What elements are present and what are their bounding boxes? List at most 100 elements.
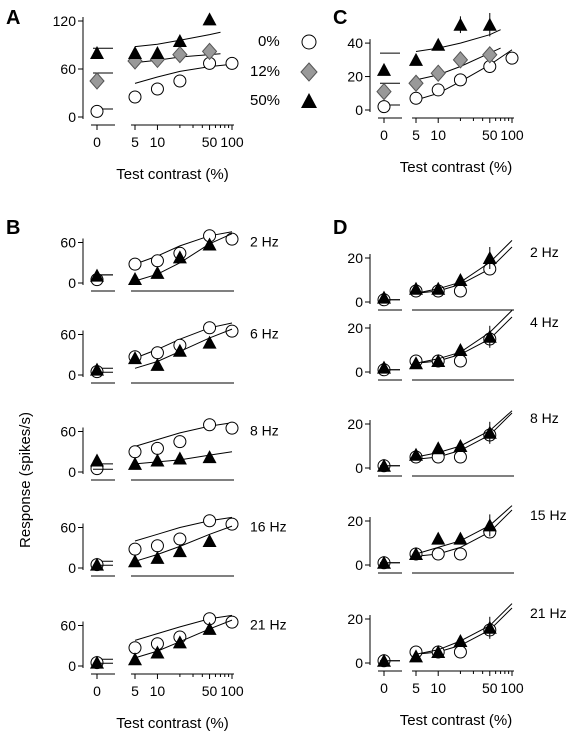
fit-curve-series-0pct [134, 422, 233, 447]
data-point-triangle [409, 52, 423, 66]
data-point-triangle [377, 458, 391, 472]
data-point-circle [128, 257, 142, 271]
data-point-triangle [202, 237, 217, 251]
x-axis-title: Test contrast (%) [116, 166, 229, 183]
data-point-circle [203, 514, 217, 528]
data-point-circle [453, 284, 467, 298]
data-point-triangle [431, 37, 446, 51]
data-point-circle [453, 354, 467, 368]
legend-marker-triangle [301, 93, 317, 108]
data-point-triangle [482, 251, 497, 264]
x-tick-label: 50 [482, 680, 498, 696]
x-tick-label: 0 [93, 683, 101, 699]
x-tick-label: 100 [220, 134, 244, 150]
data-point-triangle [202, 335, 217, 349]
x-tick-label: 5 [131, 134, 139, 150]
frequency-label: 21 Hz [250, 616, 287, 632]
legend-label-50: 50% [250, 92, 280, 109]
data-point-triangle [150, 550, 165, 564]
data-point-circle [128, 445, 142, 459]
x-tick-label: 50 [202, 683, 218, 699]
data-point-triangle [90, 268, 104, 282]
y-tick-label: 60 [60, 327, 76, 343]
data-point-triangle [150, 46, 165, 59]
data-point-triangle [202, 534, 217, 547]
legend: 0% 12% 50% [250, 33, 318, 109]
data-point-triangle [482, 518, 497, 532]
x-tick-label: 5 [412, 680, 420, 696]
data-point-diamond [430, 64, 446, 82]
fit-curve-series-0pct [134, 63, 233, 84]
x-tick-label: 50 [202, 134, 218, 150]
panel-b-6hz: 0 60 6 Hz [60, 321, 279, 384]
fit-curve-series-50pct [415, 505, 513, 555]
data-point-triangle [150, 265, 165, 279]
data-point-triangle [90, 655, 104, 669]
data-point-diamond [408, 74, 424, 92]
data-point-triangle [202, 621, 217, 635]
data-point-triangle [172, 635, 187, 649]
panel-letter-a: A [6, 7, 20, 29]
data-point-triangle [409, 356, 423, 370]
y-tick-label: 0 [355, 102, 363, 118]
data-point-triangle [202, 450, 217, 464]
y-tick-label: 0 [355, 557, 363, 573]
data-point-circle [173, 74, 187, 88]
y-tick-label: 0 [68, 109, 76, 125]
x-tick-label: 0 [380, 127, 388, 143]
data-point-triangle [409, 649, 423, 663]
data-point-triangle [172, 451, 187, 465]
data-point-diamond [201, 42, 218, 61]
x-axis-title: Test contrast (%) [116, 715, 229, 732]
data-point-triangle [482, 329, 497, 343]
fit-curve-series-0pct [134, 614, 233, 641]
legend-label-0: 0% [258, 33, 280, 50]
panel-a: 0 60 120 0 5 10 50 100 Test contrast (%) [53, 12, 244, 183]
data-point-triangle [431, 645, 446, 658]
data-point-triangle [431, 441, 446, 455]
y-tick-label: 60 [60, 520, 76, 536]
frequency-label: 2 Hz [530, 244, 559, 260]
y-axis-title: Response (spikes/s) [17, 412, 34, 548]
fit-curve-series-0pct [134, 231, 233, 265]
y-tick-label: 0 [355, 364, 363, 380]
data-point-circle [150, 254, 164, 268]
y-tick-label: 0 [68, 367, 76, 383]
panel-d-15hz: 0 20 15 Hz [347, 505, 567, 574]
y-tick-label: 20 [347, 69, 363, 85]
data-point-circle [150, 441, 164, 455]
data-point-triangle [172, 544, 187, 558]
y-tick-label: 20 [347, 416, 363, 432]
data-point-circle [150, 82, 164, 96]
panel-d-2hz: 0 20 2 Hz [347, 240, 559, 311]
fit-curve-series-50pct [415, 29, 501, 52]
data-point-triangle [128, 351, 142, 365]
x-tick-label: 10 [150, 683, 166, 699]
x-tick-label: 10 [150, 134, 166, 150]
data-point-circle [128, 90, 142, 104]
fit-curve-series-0pct [415, 509, 513, 557]
panel-c: 0 20 40 0 5 10 50 100 Test contrast (%) [347, 12, 524, 176]
data-point-triangle [377, 653, 391, 667]
frequency-label: 4 Hz [530, 314, 559, 330]
data-point-diamond [482, 46, 498, 64]
data-point-circle [150, 346, 164, 360]
x-tick-label: 0 [93, 134, 101, 150]
x-axis-title: Test contrast (%) [400, 159, 513, 176]
data-point-circle [453, 645, 467, 659]
data-point-triangle [431, 281, 446, 295]
frequency-label: 15 Hz [530, 507, 567, 523]
panel-letter-c: C [333, 7, 347, 29]
data-point-circle [431, 83, 445, 97]
data-point-triangle [150, 645, 165, 659]
y-tick-label: 0 [68, 658, 76, 674]
data-point-circle [453, 547, 467, 561]
panel-d-21hz: 0 20 0 5 10 50 100 Test contrast (%) 21 Hz [347, 603, 567, 729]
data-point-circle [90, 104, 104, 118]
data-point-circle [505, 51, 519, 65]
x-tick-label: 5 [412, 127, 420, 143]
y-tick-label: 20 [347, 250, 363, 266]
data-point-triangle [431, 531, 446, 545]
data-point-triangle [128, 554, 142, 568]
